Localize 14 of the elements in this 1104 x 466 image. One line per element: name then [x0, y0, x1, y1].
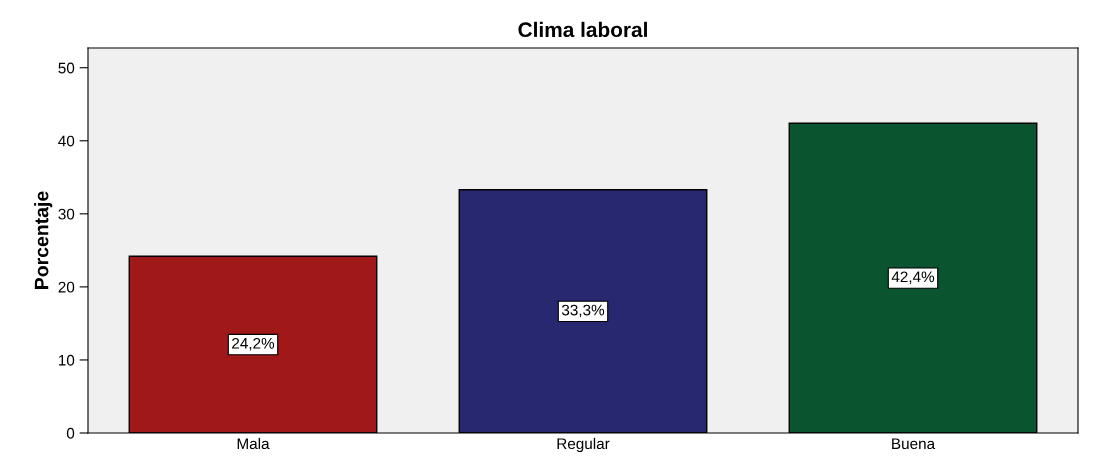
- y-tick-label: 30: [58, 208, 75, 220]
- y-tick-label: 40: [58, 135, 75, 147]
- y-axis-title: Porcentaje: [34, 191, 53, 289]
- chart-title: Clima laboral: [518, 21, 647, 38]
- x-tick-label: Mala: [237, 437, 270, 450]
- y-tick-label: 10: [58, 354, 75, 366]
- x-tick-label: Regular: [557, 437, 610, 453]
- y-tick-label: 50: [58, 62, 75, 74]
- y-tick-label: 20: [58, 281, 75, 293]
- y-tick-label: 0: [66, 427, 75, 439]
- data-label: 42,4%: [891, 271, 935, 285]
- x-tick-label: Buena: [892, 438, 936, 450]
- data-label: 24,2%: [232, 337, 275, 351]
- data-label: 33,3%: [561, 304, 605, 318]
